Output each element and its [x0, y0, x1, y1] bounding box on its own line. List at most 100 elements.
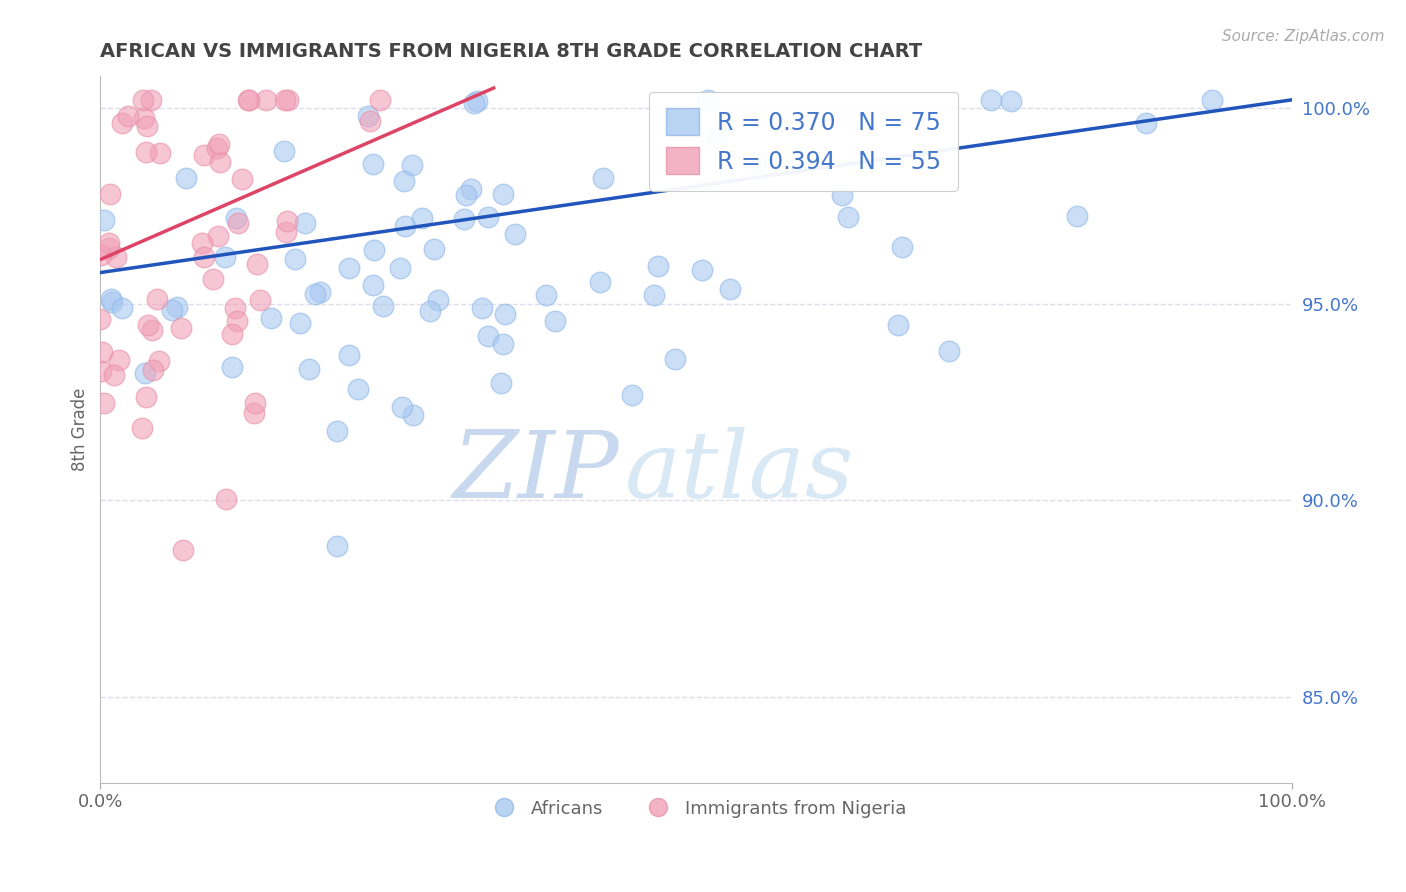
Point: [221, 360, 243, 375]
Point: [132, 111, 155, 125]
Point: [643, 287, 665, 301]
Point: [193, 250, 215, 264]
Point: [111, 301, 134, 316]
Point: [260, 311, 283, 326]
Point: [831, 188, 853, 202]
Point: [494, 307, 516, 321]
Point: [744, 155, 766, 169]
Point: [90, 345, 112, 359]
Point: [361, 157, 384, 171]
Point: [589, 275, 612, 289]
Point: [388, 260, 411, 275]
Point: [361, 278, 384, 293]
Point: [243, 406, 266, 420]
Point: [938, 343, 960, 358]
Text: AFRICAN VS IMMIGRANTS FROM NIGERIA 8TH GRADE CORRELATION CHART: AFRICAN VS IMMIGRANTS FROM NIGERIA 8TH G…: [100, 42, 922, 61]
Point: [238, 93, 260, 107]
Point: [471, 301, 494, 316]
Point: [706, 129, 728, 144]
Point: [477, 211, 499, 225]
Point: [427, 293, 450, 308]
Point: [89, 312, 111, 326]
Point: [891, 240, 914, 254]
Point: [363, 243, 385, 257]
Point: [132, 93, 155, 107]
Point: [492, 186, 515, 201]
Point: [245, 257, 267, 271]
Point: [170, 321, 193, 335]
Point: [288, 316, 311, 330]
Point: [692, 262, 714, 277]
Point: [231, 172, 253, 186]
Point: [1000, 94, 1022, 108]
Point: [411, 211, 433, 226]
Point: [284, 252, 307, 267]
Point: [174, 170, 197, 185]
Point: [172, 542, 194, 557]
Point: [359, 114, 381, 128]
Point: [191, 236, 214, 251]
Point: [148, 353, 170, 368]
Point: [108, 353, 131, 368]
Point: [160, 302, 183, 317]
Point: [208, 137, 231, 152]
Point: [697, 93, 720, 107]
Point: [135, 119, 157, 133]
Point: [503, 227, 526, 241]
Point: [274, 93, 297, 107]
Point: [93, 396, 115, 410]
Point: [276, 225, 298, 239]
Point: [718, 282, 741, 296]
Point: [149, 145, 172, 160]
Point: [347, 382, 370, 396]
Point: [202, 272, 225, 286]
Point: [453, 212, 475, 227]
Point: [131, 420, 153, 434]
Point: [103, 368, 125, 382]
Point: [454, 187, 477, 202]
Point: [236, 93, 259, 107]
Point: [419, 303, 441, 318]
Point: [402, 408, 425, 422]
Point: [110, 116, 132, 130]
Point: [536, 288, 558, 302]
Point: [620, 387, 643, 401]
Point: [1135, 116, 1157, 130]
Point: [309, 285, 332, 299]
Point: [98, 242, 121, 256]
Point: [294, 216, 316, 230]
Point: [225, 211, 247, 225]
Point: [492, 336, 515, 351]
Point: [423, 242, 446, 256]
Point: [104, 250, 127, 264]
Point: [166, 300, 188, 314]
Point: [298, 362, 321, 376]
Point: [226, 216, 249, 230]
Point: [465, 94, 488, 108]
Point: [980, 93, 1002, 107]
Point: [337, 348, 360, 362]
Point: [1066, 209, 1088, 223]
Point: [141, 93, 163, 107]
Point: [326, 539, 349, 553]
Point: [221, 327, 243, 342]
Point: [100, 295, 122, 310]
Point: [134, 366, 156, 380]
Point: [371, 299, 394, 313]
Point: [254, 93, 277, 107]
Point: [208, 155, 231, 169]
Point: [146, 293, 169, 307]
Point: [544, 314, 567, 328]
Point: [273, 144, 295, 158]
Point: [391, 400, 413, 414]
Point: [392, 174, 415, 188]
Point: [90, 364, 112, 378]
Point: [368, 93, 391, 107]
Point: [193, 147, 215, 161]
Point: [477, 329, 499, 343]
Point: [141, 323, 163, 337]
Point: [887, 318, 910, 333]
Point: [90, 248, 112, 262]
Point: [98, 236, 121, 251]
Point: [357, 109, 380, 123]
